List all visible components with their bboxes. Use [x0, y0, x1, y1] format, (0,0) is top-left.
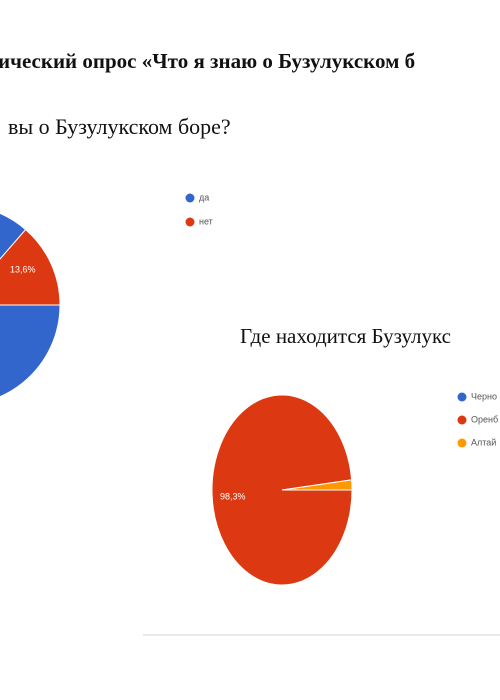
- legend-swatch: [457, 438, 467, 448]
- pie-slice: [281, 479, 353, 491]
- chart-title: Где находится Бузулукс: [240, 324, 451, 348]
- legend-label: Оренб: [471, 414, 498, 424]
- value-label: 13,6%: [10, 264, 36, 274]
- chart-title: вы о Бузулукском боре?: [8, 114, 231, 139]
- legend-swatch: [185, 193, 195, 203]
- value-label: 98,3%: [220, 491, 246, 501]
- legend-label: Алтай: [471, 437, 496, 447]
- slide-title: ический опрос «Что я знаю о Бузулукском …: [0, 49, 415, 73]
- legend-swatch: [457, 392, 467, 402]
- legend-label: нет: [199, 216, 213, 226]
- legend-label: да: [199, 192, 209, 202]
- legend-label: Черно: [471, 391, 497, 401]
- legend-swatch: [457, 415, 467, 425]
- pie-slice: [0, 228, 61, 306]
- legend-swatch: [185, 217, 195, 227]
